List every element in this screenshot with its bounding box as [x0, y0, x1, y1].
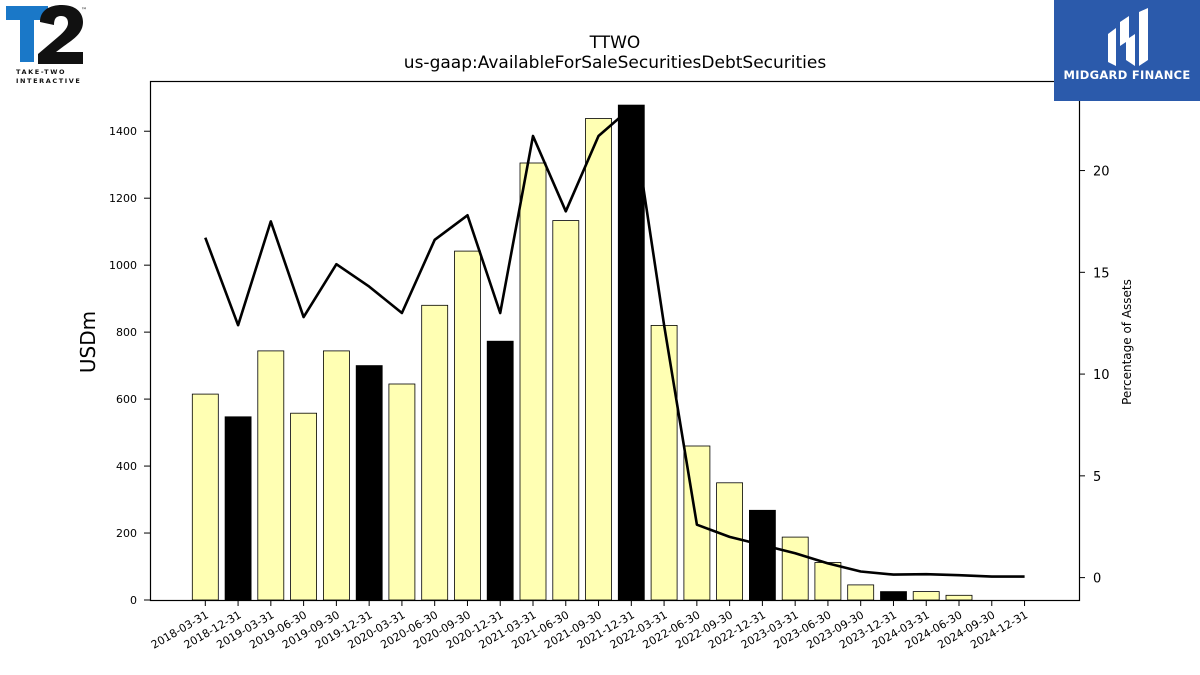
bar-2019-09-30	[322, 350, 350, 601]
bar-2024-06-30	[945, 594, 973, 601]
bar-2020-09-30	[454, 250, 481, 601]
y-tick-label: 1000	[109, 259, 137, 272]
bar-2018-03-31	[191, 393, 219, 601]
y-tick-label: 600	[116, 393, 137, 406]
t2-logo-mark: ™	[6, 5, 87, 64]
bar-2021-06-30	[552, 220, 580, 601]
bar-2023-06-30	[814, 562, 842, 601]
y2-tick-label: 5	[1093, 470, 1101, 485]
bar-2021-09-30	[585, 118, 612, 601]
line-layer	[204, 106, 1025, 578]
y-tick-label: 1400	[109, 125, 137, 138]
bars	[191, 104, 973, 601]
y-tick-label: 1200	[109, 192, 137, 205]
midgard-logo-text: MIDGARD FINANCE	[1063, 68, 1191, 82]
tm-mark: ™	[81, 7, 87, 14]
right-axis: 0 5 10 15 20	[1079, 165, 1110, 587]
bar-2018-12-31	[224, 416, 252, 601]
percentage-of-assets-line	[204, 106, 1025, 578]
midgard-logo-mark	[1108, 8, 1148, 66]
bar-2020-03-31	[388, 383, 416, 601]
bar-2022-03-31	[650, 324, 678, 601]
bar-2021-12-31	[617, 104, 645, 601]
bar-2019-03-31	[257, 350, 285, 601]
bar-2019-06-30	[290, 412, 318, 601]
y-tick-label: 200	[116, 527, 137, 540]
bar-2021-03-31	[519, 162, 547, 601]
logo-subtext-1: TAKE-TWO	[16, 68, 67, 76]
chart-title: TTWO	[589, 33, 641, 53]
logo-subtext-2: INTERACTIVE	[16, 77, 82, 85]
bar-2023-12-31	[880, 591, 907, 601]
bar-2019-12-31	[355, 365, 383, 601]
bar-2023-09-30	[847, 584, 875, 601]
bar-2022-12-31	[749, 509, 776, 601]
x-axis: 2018-03-312018-12-312019-03-312019-06-30…	[149, 600, 1030, 652]
midgard-finance-logo: MIDGARD FINANCE	[1054, 0, 1200, 101]
take-two-logo: ™ TAKE-TWO INTERACTIVE	[4, 4, 88, 86]
y-axis-label: USDm	[76, 311, 100, 373]
y-tick-label: 800	[116, 326, 137, 339]
chart-subtitle: us-gaap:AvailableForSaleSecuritiesDebtSe…	[404, 53, 827, 73]
bar-2023-03-31	[781, 536, 809, 601]
bar-2020-12-31	[486, 340, 514, 601]
y2-tick-label: 15	[1093, 266, 1110, 281]
y2-tick-label: 20	[1093, 165, 1110, 180]
bar-2024-03-31	[912, 591, 940, 601]
bar-2022-09-30	[716, 482, 743, 601]
y2-axis-label: Percentage of Assets	[1120, 279, 1134, 405]
left-axis: 0 200 400 600 800 1000 1200 1400	[109, 125, 150, 607]
y-tick-label: 400	[116, 460, 137, 473]
bar-2020-06-30	[421, 304, 449, 601]
y2-tick-label: 0	[1093, 572, 1101, 587]
plot-frame	[149, 80, 1081, 602]
y-tick-label: 0	[130, 594, 137, 607]
y2-tick-label: 10	[1093, 368, 1110, 383]
